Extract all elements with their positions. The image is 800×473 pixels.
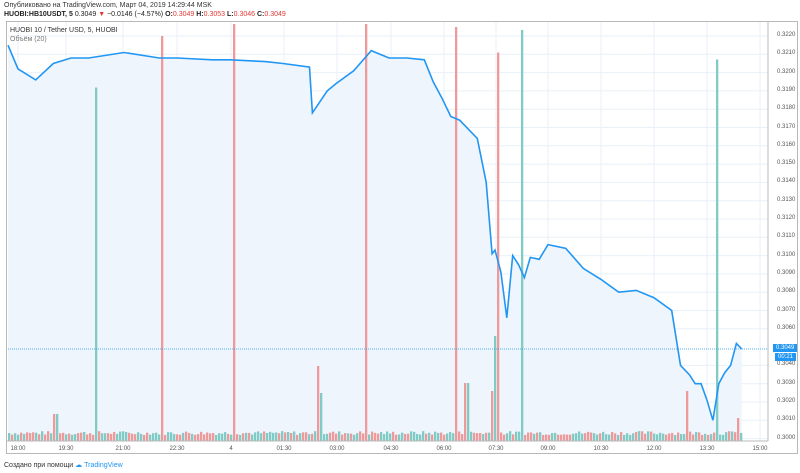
y-tick-label: 0.3180 <box>777 105 796 112</box>
open-value: 0.3049 <box>172 11 195 18</box>
price-area <box>8 45 742 441</box>
x-tick-label: 19:30 <box>58 446 74 452</box>
high-value: 0.3053 <box>203 11 226 18</box>
x-tick-label: 04:30 <box>383 446 399 452</box>
close-label: C: <box>256 11 265 18</box>
x-tick-label: 4 <box>229 446 233 452</box>
price-line <box>7 44 743 421</box>
volume-bars <box>8 24 743 441</box>
low-label: L: <box>227 11 234 18</box>
x-tick-label: 09:00 <box>540 446 556 452</box>
y-tick-label: 0.3160 <box>777 141 796 148</box>
y-tick-label: 0.3020 <box>777 398 796 404</box>
x-tick-label: 01:30 <box>276 446 292 452</box>
volume-legend: Объём (20) <box>10 36 47 43</box>
published-info: Опубликовано на TradingView.com, Март 04… <box>4 2 212 9</box>
low-value: 0.3046 <box>233 11 256 18</box>
x-tick-label: 15:00 <box>752 446 768 452</box>
x-tick-label: 12:00 <box>646 446 662 452</box>
x-tick-label: 22:30 <box>169 446 185 452</box>
x-tick-label: 07:30 <box>488 446 504 452</box>
countdown-tag: 00:21 <box>775 353 797 361</box>
y-tick-label: 0.3130 <box>777 196 796 203</box>
x-tick-label: 13:30 <box>699 446 715 452</box>
y-tick-label: 0.3220 <box>777 32 796 38</box>
x-tick-label: 06:00 <box>436 446 452 452</box>
y-tick-label: 0.3120 <box>777 215 796 221</box>
y-tick-label: 0.3060 <box>777 324 796 331</box>
y-tick-label: 0.3150 <box>777 160 796 167</box>
price-change: −0.0146 (−4.57%) <box>107 11 164 18</box>
credit-prefix: Создано при помощи <box>4 462 74 469</box>
symbol-info: HUOBI:HB10USDT, 5 0.3049 ▼ −0.0146 (−4.5… <box>4 11 286 18</box>
symbol-name: HUOBI:HB10USDT, 5 <box>4 11 73 18</box>
chart-legend-title: HUOBI 10 / Tether USD, 5, HUOBI <box>10 27 118 34</box>
footer-credit: Создано при помощи ☁ TradingView <box>4 461 123 469</box>
y-tick-label: 0.3090 <box>777 269 796 276</box>
x-tick-label: 03:00 <box>329 446 345 452</box>
down-arrow-icon: ▼ <box>98 11 106 18</box>
tradingview-logo-icon: ☁ <box>75 462 83 469</box>
y-tick-label: 0.3100 <box>777 251 796 258</box>
y-tick-label: 0.3000 <box>777 434 796 441</box>
x-tick-label: 10:30 <box>593 446 609 452</box>
chart-frame[interactable] <box>6 21 798 454</box>
y-tick-label: 0.3080 <box>777 288 796 295</box>
high-label: H: <box>196 11 204 18</box>
y-tick-label: 0.3210 <box>777 50 796 57</box>
y-tick-label: 0.3070 <box>777 306 796 313</box>
y-tick-label: 0.3040 <box>777 361 796 368</box>
x-tick-label: 18:00 <box>10 446 26 452</box>
last-price: 0.3049 <box>74 11 97 18</box>
y-tick-label: 0.3030 <box>777 379 796 386</box>
y-tick-label: 0.3170 <box>777 123 796 130</box>
y-tick-label: 0.3190 <box>777 86 796 93</box>
y-tick-label: 0.3140 <box>777 178 796 185</box>
close-value: 0.3049 <box>264 11 286 18</box>
y-tick-label: 0.3110 <box>777 233 795 240</box>
y-tick-label: 0.3200 <box>777 68 796 75</box>
last-price-tag: 0.3049 <box>773 344 798 352</box>
x-tick-label: 21:00 <box>115 446 131 452</box>
open-label: O: <box>165 11 173 18</box>
tradingview-link[interactable]: TradingView <box>84 462 123 469</box>
y-tick-label: 0.3010 <box>777 416 796 423</box>
